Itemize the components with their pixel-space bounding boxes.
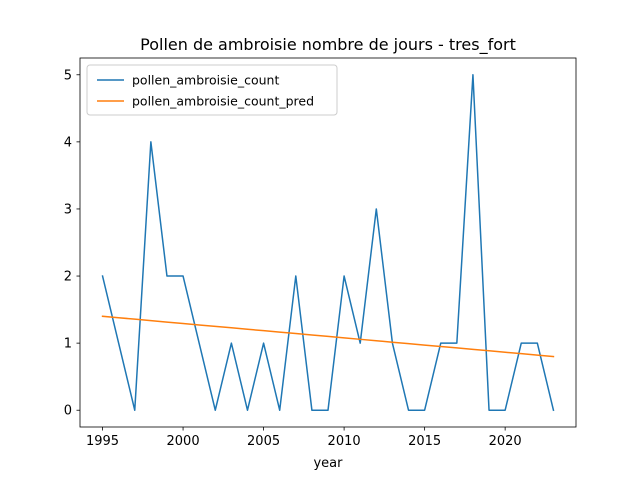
chart-title: Pollen de ambroisie nombre de jours - tr… xyxy=(140,35,516,55)
series-line-1 xyxy=(101,74,555,412)
y-tick-label: 1 xyxy=(64,337,72,352)
x-tick-label: 2020 xyxy=(489,434,522,449)
x-tick-label: 1995 xyxy=(86,434,119,449)
x-tick-label: 2010 xyxy=(328,434,361,449)
legend-entry-1: pollen_ambroisie_count xyxy=(132,73,279,88)
y-tick-label: 3 xyxy=(64,202,72,217)
y-tick-label: 4 xyxy=(64,135,72,150)
x-tick-label: 2005 xyxy=(247,434,280,449)
y-tick-label: 0 xyxy=(64,404,72,419)
x-tick-label: 2000 xyxy=(167,434,200,449)
y-tick-label: 5 xyxy=(64,68,72,83)
legend: pollen_ambroisie_count pollen_ambroisie_c… xyxy=(86,64,338,116)
x-axis-label: year xyxy=(313,456,343,471)
ticks-group: 1995 2000 2005 2010 2015 2020 0 1 2 3 4 5 xyxy=(64,68,522,449)
series-group xyxy=(101,74,555,412)
y-tick-label: 2 xyxy=(64,270,72,285)
axes-frame xyxy=(79,57,577,428)
x-tick-label: 2015 xyxy=(408,434,441,449)
legend-box xyxy=(86,64,338,116)
series-line-2 xyxy=(101,315,555,358)
legend-entry-2: pollen_ambroisie_count_pred xyxy=(132,94,314,109)
